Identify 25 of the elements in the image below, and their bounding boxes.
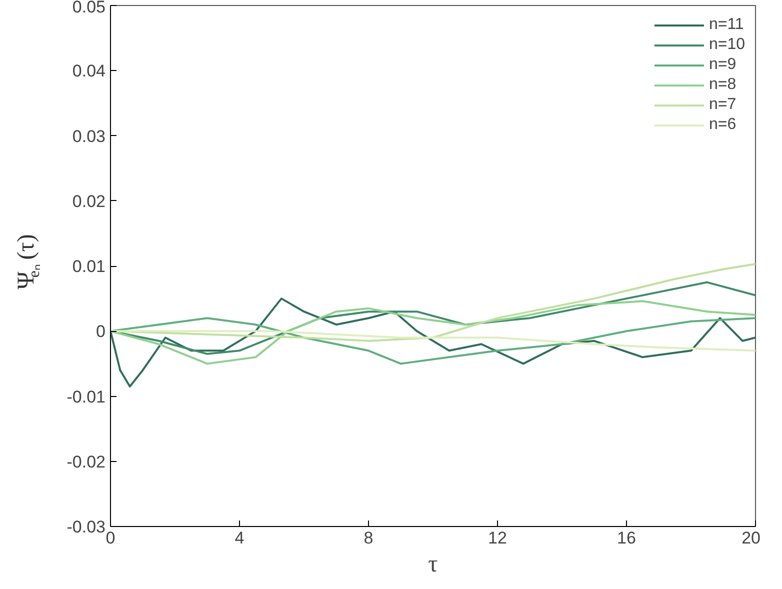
y-tick-label: 0.05 — [72, 0, 106, 16]
legend-label: n=7 — [708, 96, 736, 114]
line-series — [110, 298, 756, 388]
x-tick-label: 8 — [364, 528, 374, 548]
line-series — [110, 330, 756, 352]
x-tick-label: 4 — [234, 528, 244, 548]
y-tick-label: -0.01 — [66, 387, 106, 406]
y-tick-label: -0.02 — [66, 452, 106, 472]
y-tick-label: 0 — [96, 322, 106, 342]
y-tick-label: -0.03 — [66, 518, 106, 536]
legend-label: n=11 — [708, 16, 744, 34]
x-tick-label: 20 — [742, 528, 761, 548]
y-tick-label: 0.04 — [72, 62, 106, 81]
line-series — [110, 300, 756, 365]
x-tick-label: 12 — [488, 528, 507, 548]
line-series — [110, 317, 756, 365]
legend-label: n=9 — [708, 56, 736, 74]
legend-label: n=10 — [708, 36, 745, 54]
x-axis-title: τ — [428, 552, 438, 578]
y-tick-label: 0.03 — [72, 126, 106, 146]
x-tick-label: 16 — [617, 528, 636, 548]
y-tick-label: 0.02 — [72, 192, 106, 211]
legend-label: n=8 — [708, 76, 736, 94]
y-tick-label: 0.01 — [72, 257, 106, 276]
legend-label: n=6 — [708, 116, 736, 134]
